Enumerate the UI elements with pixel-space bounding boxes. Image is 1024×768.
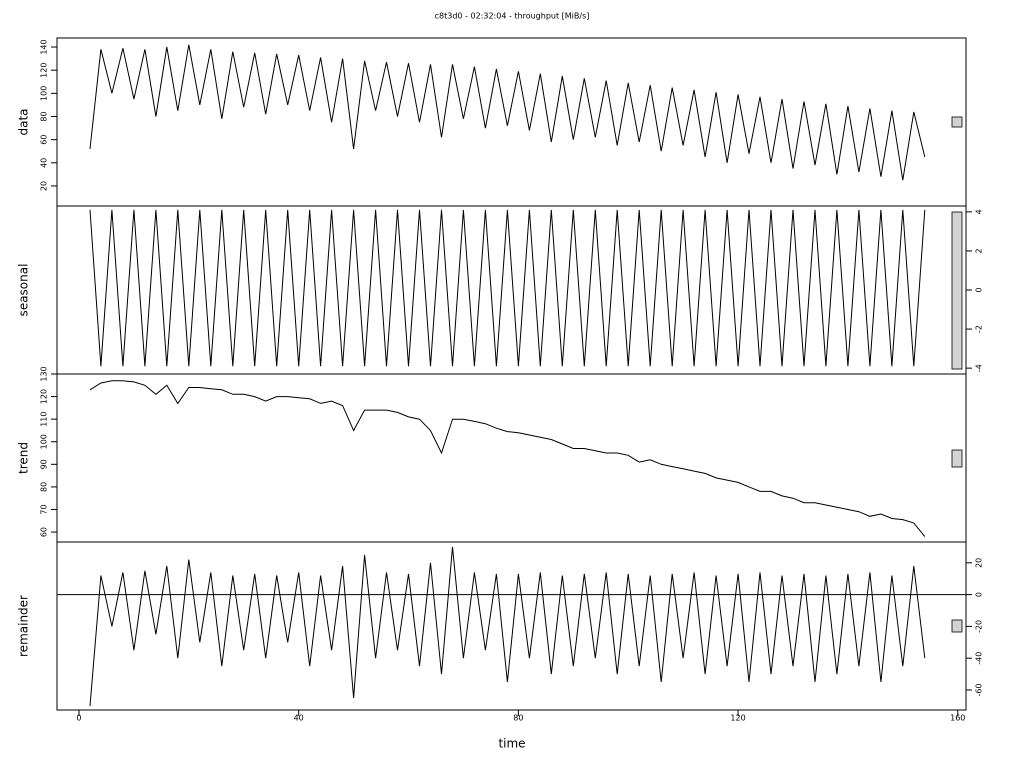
y-tick-label: 100 [40, 86, 49, 101]
y-axis-label: remainder [17, 595, 31, 657]
series-line [89, 44, 926, 181]
y-tick-label: 60 [40, 527, 49, 537]
y-tick-label: -2 [975, 325, 984, 333]
y-tick-label: -4 [975, 364, 984, 372]
scale-bar [951, 211, 963, 370]
x-tick-label: 160 [950, 714, 965, 723]
series-line [89, 380, 926, 537]
scale-bar [951, 619, 963, 633]
y-tick-label: 110 [40, 412, 49, 427]
y-tick-label: 120 [40, 63, 49, 78]
y-tick-label: -60 [975, 683, 984, 696]
chart-title: c8t3d0 - 02:32:04 - throughput [MiB/s] [435, 12, 590, 21]
series-line [89, 546, 926, 706]
scale-bar [951, 116, 963, 128]
y-axis-label: trend [17, 442, 31, 474]
y-tick-label: 70 [40, 504, 49, 514]
y-tick-label: 60 [40, 135, 49, 145]
y-tick-label: 100 [40, 434, 49, 449]
x-axis-label: time [498, 737, 525, 751]
y-tick-label: 20 [40, 181, 49, 191]
x-tick-label: 120 [730, 714, 745, 723]
y-tick-label: 40 [40, 158, 49, 168]
y-tick-label: -40 [975, 652, 984, 665]
y-axis-label: seasonal [17, 264, 31, 317]
y-tick-label: 130 [40, 366, 49, 381]
y-tick-label: -20 [975, 620, 984, 633]
x-tick-label: 40 [294, 714, 304, 723]
x-tick-label: 0 [76, 714, 81, 723]
series-line [89, 209, 926, 367]
x-tick-label: 80 [513, 714, 523, 723]
y-tick-label: 90 [40, 459, 49, 469]
y-axis-label: data [17, 108, 31, 135]
y-tick-label: 0 [975, 592, 984, 597]
y-tick-label: 120 [40, 389, 49, 404]
y-tick-label: 4 [975, 209, 984, 214]
scale-bar [951, 449, 963, 468]
y-tick-label: 80 [40, 482, 49, 492]
y-tick-label: 2 [975, 248, 984, 253]
y-tick-label: 20 [975, 558, 984, 568]
y-tick-label: 80 [40, 111, 49, 121]
y-tick-label: 0 [975, 287, 984, 292]
y-tick-label: 140 [40, 39, 49, 54]
